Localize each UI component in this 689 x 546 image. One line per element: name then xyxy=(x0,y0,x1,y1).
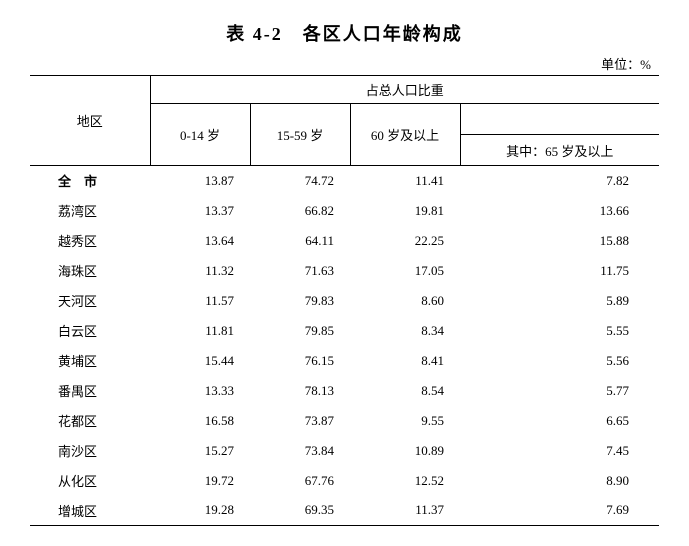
value-cell: 8.60 xyxy=(350,286,460,316)
value-cell: 64.11 xyxy=(250,226,350,256)
value-cell: 7.69 xyxy=(460,496,659,526)
value-cell: 7.82 xyxy=(460,166,659,196)
value-cell: 78.13 xyxy=(250,376,350,406)
header-col-60plus: 60 岁及以上 xyxy=(350,104,460,166)
header-region: 地区 xyxy=(30,76,150,166)
header-group: 占总人口比重 xyxy=(150,76,659,104)
value-cell: 71.63 xyxy=(250,256,350,286)
value-cell: 8.90 xyxy=(460,466,659,496)
value-cell: 74.72 xyxy=(250,166,350,196)
table-row: 荔湾区13.3766.8219.8113.66 xyxy=(30,196,659,226)
value-cell: 8.41 xyxy=(350,346,460,376)
value-cell: 16.58 xyxy=(150,406,250,436)
value-cell: 15.27 xyxy=(150,436,250,466)
table-row: 南沙区15.2773.8410.897.45 xyxy=(30,436,659,466)
value-cell: 8.34 xyxy=(350,316,460,346)
table-row: 黄埔区15.4476.158.415.56 xyxy=(30,346,659,376)
value-cell: 15.44 xyxy=(150,346,250,376)
age-composition-table: 地区 占总人口比重 0-14 岁 15-59 岁 60 岁及以上 其中：65 岁… xyxy=(30,75,659,526)
value-cell: 76.15 xyxy=(250,346,350,376)
value-cell: 19.81 xyxy=(350,196,460,226)
region-cell: 南沙区 xyxy=(30,436,150,466)
table-row: 从化区19.7267.7612.528.90 xyxy=(30,466,659,496)
value-cell: 5.77 xyxy=(460,376,659,406)
region-cell: 天河区 xyxy=(30,286,150,316)
region-cell: 黄埔区 xyxy=(30,346,150,376)
table-row: 海珠区11.3271.6317.0511.75 xyxy=(30,256,659,286)
value-cell: 69.35 xyxy=(250,496,350,526)
value-cell: 66.82 xyxy=(250,196,350,226)
value-cell: 6.65 xyxy=(460,406,659,436)
region-cell: 荔湾区 xyxy=(30,196,150,226)
region-cell: 越秀区 xyxy=(30,226,150,256)
table-row: 全 市13.8774.7211.417.82 xyxy=(30,166,659,196)
value-cell: 10.89 xyxy=(350,436,460,466)
region-cell: 增城区 xyxy=(30,496,150,526)
value-cell: 11.41 xyxy=(350,166,460,196)
table-row: 花都区16.5873.879.556.65 xyxy=(30,406,659,436)
value-cell: 15.88 xyxy=(460,226,659,256)
value-cell: 19.72 xyxy=(150,466,250,496)
header-col-0-14: 0-14 岁 xyxy=(150,104,250,166)
table-row: 增城区19.2869.3511.377.69 xyxy=(30,496,659,526)
region-cell: 全 市 xyxy=(30,166,150,196)
value-cell: 79.83 xyxy=(250,286,350,316)
table-row: 越秀区13.6464.1122.2515.88 xyxy=(30,226,659,256)
value-cell: 13.66 xyxy=(460,196,659,226)
header-col-15-59: 15-59 岁 xyxy=(250,104,350,166)
table-row: 天河区11.5779.838.605.89 xyxy=(30,286,659,316)
value-cell: 5.89 xyxy=(460,286,659,316)
value-cell: 11.81 xyxy=(150,316,250,346)
region-cell: 海珠区 xyxy=(30,256,150,286)
value-cell: 5.55 xyxy=(460,316,659,346)
value-cell: 11.32 xyxy=(150,256,250,286)
header-col-spacer xyxy=(460,104,659,135)
table-row: 番禺区13.3378.138.545.77 xyxy=(30,376,659,406)
value-cell: 8.54 xyxy=(350,376,460,406)
value-cell: 13.64 xyxy=(150,226,250,256)
value-cell: 13.37 xyxy=(150,196,250,226)
value-cell: 9.55 xyxy=(350,406,460,436)
region-cell: 从化区 xyxy=(30,466,150,496)
value-cell: 11.37 xyxy=(350,496,460,526)
region-cell: 白云区 xyxy=(30,316,150,346)
value-cell: 67.76 xyxy=(250,466,350,496)
value-cell: 13.87 xyxy=(150,166,250,196)
value-cell: 73.84 xyxy=(250,436,350,466)
value-cell: 7.45 xyxy=(460,436,659,466)
value-cell: 22.25 xyxy=(350,226,460,256)
table-row: 白云区11.8179.858.345.55 xyxy=(30,316,659,346)
table-title: 表 4-2 各区人口年龄构成 xyxy=(30,20,659,46)
value-cell: 19.28 xyxy=(150,496,250,526)
value-cell: 11.75 xyxy=(460,256,659,286)
value-cell: 17.05 xyxy=(350,256,460,286)
region-cell: 花都区 xyxy=(30,406,150,436)
table-body: 全 市13.8774.7211.417.82荔湾区13.3766.8219.81… xyxy=(30,166,659,526)
value-cell: 11.57 xyxy=(150,286,250,316)
value-cell: 5.56 xyxy=(460,346,659,376)
value-cell: 13.33 xyxy=(150,376,250,406)
region-cell: 番禺区 xyxy=(30,376,150,406)
header-col-65plus: 其中：65 岁及以上 xyxy=(460,135,659,166)
value-cell: 79.85 xyxy=(250,316,350,346)
unit-label: 单位：% xyxy=(30,54,659,73)
value-cell: 12.52 xyxy=(350,466,460,496)
value-cell: 73.87 xyxy=(250,406,350,436)
